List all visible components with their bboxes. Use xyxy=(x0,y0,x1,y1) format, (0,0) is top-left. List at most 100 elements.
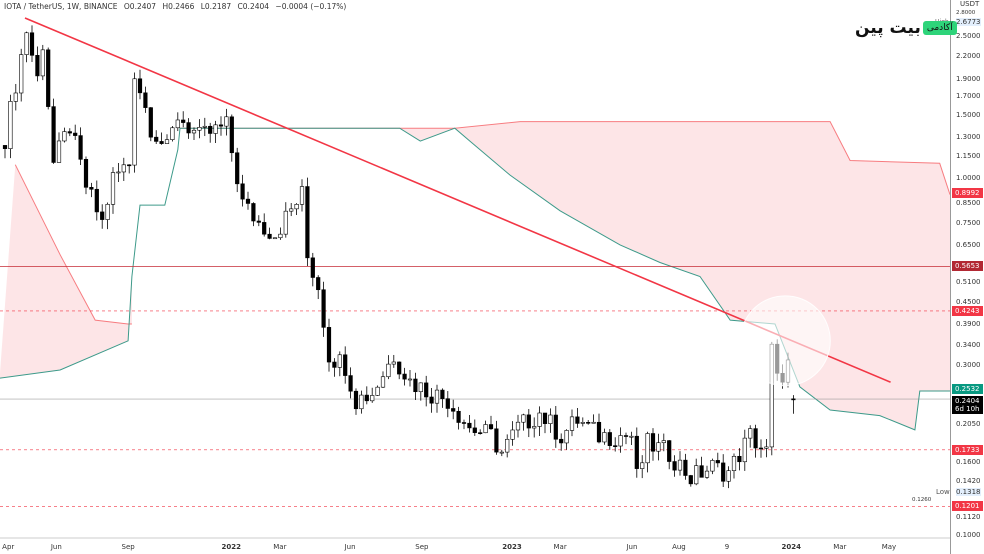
candle-body xyxy=(8,101,13,149)
candle-body xyxy=(294,204,299,210)
candle-body xyxy=(229,116,234,154)
candle-body xyxy=(591,421,596,424)
candle-body xyxy=(586,422,591,424)
cloud-lower-badge: 0.2532 xyxy=(952,384,983,394)
candle-body xyxy=(256,220,261,223)
price-tick: 0.1600 xyxy=(956,458,981,467)
candle-body xyxy=(656,442,661,452)
plot-area xyxy=(0,0,950,538)
candle-body xyxy=(672,461,677,471)
candle-body xyxy=(688,475,693,485)
candle-body xyxy=(694,465,699,485)
time-tick: 9 xyxy=(724,543,730,551)
candle-body xyxy=(127,164,132,167)
candle-body xyxy=(478,432,483,434)
price-tick: 2.5000 xyxy=(956,32,981,41)
cloud-upper-badge: 0.8992 xyxy=(952,188,983,198)
candle-body xyxy=(499,451,504,454)
candle-body xyxy=(316,277,321,291)
candle-body xyxy=(299,186,305,205)
candle-body xyxy=(505,438,510,453)
price-tick: 1.0000 xyxy=(956,174,981,183)
ohlc-high: H0.2466 xyxy=(162,2,195,11)
cloud-fill xyxy=(180,121,950,430)
price-axis[interactable] xyxy=(950,0,984,554)
candle-body xyxy=(62,131,67,142)
candle-body xyxy=(267,233,272,239)
candle-body xyxy=(170,127,175,140)
candle-body xyxy=(181,119,186,123)
candle-body xyxy=(19,54,24,94)
candle-body xyxy=(510,429,515,440)
candle-body xyxy=(791,398,796,401)
candle-body xyxy=(218,124,224,127)
time-tick: May xyxy=(881,543,897,551)
cloud-lower-line xyxy=(0,127,950,431)
last-price-badge: 0.2404 6d 10h xyxy=(952,396,983,414)
level-badge-1: 0.5653 xyxy=(952,261,983,271)
candle-body xyxy=(472,427,477,433)
candle-body xyxy=(175,119,180,129)
candle-body xyxy=(537,412,542,427)
candle-body xyxy=(105,203,110,220)
candle-body xyxy=(56,140,62,163)
candle-body xyxy=(542,412,548,424)
candle-body xyxy=(461,422,467,424)
candle-body xyxy=(94,188,99,213)
candle-body xyxy=(483,424,488,434)
candle-body xyxy=(742,437,747,463)
candle-body xyxy=(704,470,710,478)
candle-body xyxy=(337,354,342,368)
time-tick: Apr xyxy=(2,543,15,551)
candle-body xyxy=(78,135,83,160)
candle-body xyxy=(272,237,278,240)
candle-body xyxy=(618,435,623,447)
candle-body xyxy=(602,432,607,443)
ohlc-close: C0.2404 xyxy=(237,2,270,11)
candle-body xyxy=(67,131,72,134)
price-tick: 0.5100 xyxy=(956,278,981,287)
candle-body xyxy=(548,414,553,424)
price-tick: 1.3000 xyxy=(956,133,981,142)
candle-body xyxy=(386,363,391,378)
candle-body xyxy=(748,428,753,439)
symbol-title[interactable]: IOTA / TetherUS, 1W, BINANCE xyxy=(4,2,118,11)
candle-body xyxy=(326,327,332,363)
time-tick: 2022 xyxy=(221,543,241,551)
candle-body xyxy=(13,92,18,102)
price-tick: 0.3000 xyxy=(956,360,981,369)
candle-body xyxy=(418,382,423,393)
candle-body xyxy=(737,455,742,463)
candle-body xyxy=(35,55,40,77)
candle-body xyxy=(521,414,526,423)
candle-body xyxy=(683,459,688,476)
candle-body xyxy=(332,361,337,368)
high-value: 2.6773 xyxy=(956,18,981,26)
candle-body xyxy=(494,428,499,453)
candle-body xyxy=(596,421,602,443)
candle-body xyxy=(83,159,89,188)
candle-body xyxy=(445,398,450,409)
candle-body xyxy=(424,382,429,398)
low-label: Low xyxy=(936,488,950,496)
last-price-value: 0.2404 xyxy=(955,397,980,405)
candle-body xyxy=(197,127,202,131)
time-tick: Jun xyxy=(344,543,356,551)
candle-body xyxy=(397,361,402,375)
currency-unit[interactable]: USDT xyxy=(960,0,980,8)
candle-body xyxy=(289,208,294,212)
candle-body xyxy=(305,186,310,259)
candle-body xyxy=(29,32,35,56)
candle-body xyxy=(726,470,731,482)
low-value: 0.1318 xyxy=(956,488,981,496)
price-tick: 0.3900 xyxy=(956,320,981,329)
candle-body xyxy=(640,462,645,469)
level-badge-2: 0.4243 xyxy=(952,306,983,316)
candle-body xyxy=(413,378,418,393)
candle-body xyxy=(553,414,558,440)
time-tick: Mar xyxy=(833,543,847,551)
price-tick: 1.7000 xyxy=(956,91,981,100)
ohlc-change: −0.0004 (−0.17%) xyxy=(275,2,347,11)
candle-body xyxy=(526,414,531,429)
